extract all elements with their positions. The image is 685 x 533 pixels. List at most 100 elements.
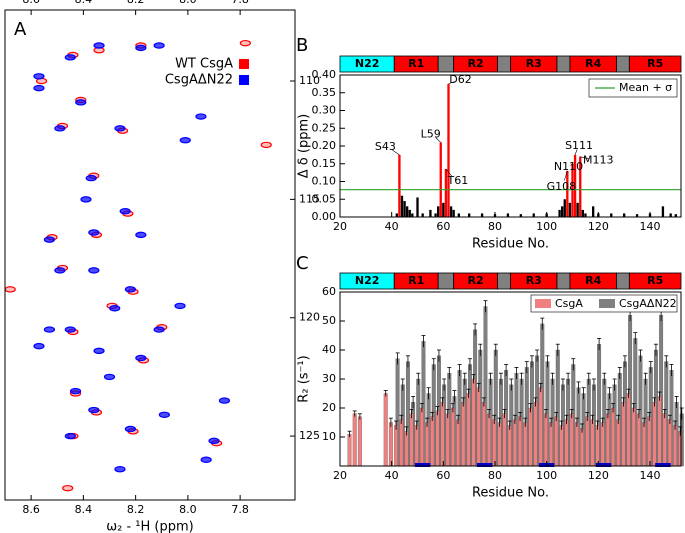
peak (114, 125, 126, 132)
bar (357, 416, 362, 467)
peak (4, 286, 16, 293)
peak (153, 326, 165, 333)
bar (616, 419, 621, 467)
bar (667, 419, 672, 467)
peak (69, 387, 82, 395)
bar (416, 197, 419, 217)
y-tick-label: 115 (299, 192, 320, 205)
leader (392, 149, 400, 156)
domain-label: R3 (526, 274, 542, 287)
x-tick-label: 120 (588, 469, 609, 482)
y-tick-label: 0.30 (312, 104, 337, 117)
domain-label: R4 (585, 274, 601, 287)
peak (33, 84, 45, 92)
peak (88, 406, 100, 414)
bar (523, 422, 528, 467)
bar (442, 202, 445, 217)
x-tick-label: 80 (488, 469, 502, 482)
bar (563, 199, 566, 217)
x-tick-label: 100 (536, 469, 557, 482)
bar (585, 416, 590, 467)
x-tick-label: 60 (436, 469, 450, 482)
bar (450, 407, 455, 467)
bar (652, 402, 657, 467)
bar (492, 419, 497, 467)
bar (621, 402, 626, 467)
domain (437, 55, 455, 73)
domain-label: N22 (355, 57, 380, 70)
bar (584, 213, 587, 217)
y-tick-label: 60 (322, 285, 336, 298)
bar (600, 422, 605, 467)
x-axis-label: Residue No. (472, 237, 549, 252)
peak (64, 54, 76, 61)
domain-label: R3 (526, 57, 542, 70)
bar (497, 422, 502, 467)
annotation: S43 (375, 140, 396, 153)
peak (114, 466, 126, 473)
bar (406, 206, 409, 217)
highlight-range (655, 463, 671, 467)
legend-swatch (599, 299, 615, 308)
bar (581, 209, 584, 217)
bar (657, 396, 662, 467)
annotation: M113 (583, 154, 614, 167)
peak (33, 342, 45, 350)
bar (674, 214, 677, 217)
peak (135, 354, 147, 362)
highlight-range (476, 463, 493, 467)
peak (93, 42, 105, 49)
bar (561, 206, 564, 217)
leader (574, 149, 578, 155)
bar (430, 416, 435, 467)
bar (611, 407, 616, 467)
bar (471, 378, 476, 467)
bar (533, 402, 538, 467)
x-tick-label: 60 (436, 220, 450, 233)
bar (610, 213, 613, 217)
x-tick-label: 8.4 (75, 0, 93, 6)
highlight-range (414, 463, 431, 467)
y-tick-label: 110 (299, 74, 320, 87)
bar (626, 393, 631, 467)
bar (661, 206, 665, 217)
bar (403, 201, 406, 217)
peak (43, 236, 56, 243)
peak (239, 39, 251, 47)
bar (440, 402, 445, 467)
bar (592, 206, 595, 217)
bar (506, 213, 510, 217)
domain-label: R4 (585, 57, 601, 70)
leader (570, 163, 573, 166)
peak (260, 141, 272, 149)
bar (605, 413, 610, 467)
bar (642, 422, 647, 467)
peak (64, 326, 76, 333)
peak (200, 456, 212, 463)
panel-label: A (14, 19, 27, 40)
annotation: G108 (547, 180, 577, 193)
bar (538, 387, 543, 467)
plot-frame (4, 9, 296, 501)
peak (54, 267, 66, 274)
x-tick-label: 7.8 (231, 503, 249, 516)
bar (388, 422, 393, 467)
panel-label: B (296, 35, 308, 56)
domain-label: N22 (355, 274, 380, 287)
x-axis-label: Residue No. (472, 486, 549, 501)
bar (564, 419, 569, 467)
annotation: N110 (554, 160, 583, 173)
bar (662, 413, 667, 467)
bar (673, 425, 678, 467)
domain (556, 55, 571, 73)
bar (631, 407, 636, 467)
domain (497, 272, 511, 290)
peak (195, 113, 207, 120)
legend-swatch (535, 299, 551, 308)
bar (383, 393, 388, 467)
domain (616, 55, 630, 73)
peak (124, 286, 137, 293)
bar (457, 213, 460, 217)
bar (439, 142, 442, 217)
peak (174, 302, 186, 310)
